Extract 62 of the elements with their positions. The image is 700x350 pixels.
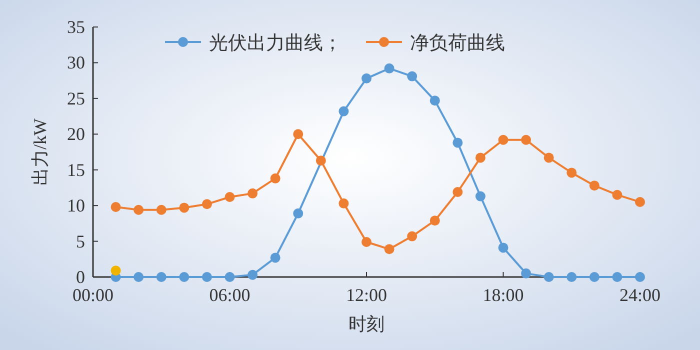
point (179, 202, 190, 213)
y-tick-label: 35 (67, 17, 85, 37)
point (384, 63, 394, 74)
point (156, 204, 166, 215)
point (430, 216, 440, 226)
point (202, 272, 212, 282)
y-axis-title: 出力/kW (30, 118, 50, 186)
point (362, 73, 372, 84)
point (179, 272, 190, 282)
point (544, 272, 554, 282)
point (498, 134, 508, 145)
point (270, 252, 280, 263)
point (475, 191, 486, 202)
point (293, 129, 304, 140)
point (293, 208, 304, 218)
point (407, 231, 418, 242)
legend-label: 光伏出力曲线； (209, 33, 342, 54)
y-tick-label: 25 (67, 88, 85, 108)
point (134, 272, 144, 282)
point (589, 180, 600, 191)
point (407, 71, 418, 82)
y-tick-label: 0 (76, 267, 85, 287)
point (270, 173, 280, 184)
y-tick-label: 15 (67, 160, 85, 180)
point (384, 244, 394, 254)
x-axis-title: 时刻 (348, 314, 384, 334)
point (452, 187, 463, 197)
y-tick-label: 20 (67, 124, 85, 144)
point (612, 190, 622, 200)
x-tick-label: 00:00 (72, 285, 114, 305)
point (635, 197, 645, 207)
x-tick-label: 18:00 (482, 285, 524, 305)
point (498, 242, 508, 253)
y-tick-label: 10 (67, 196, 85, 216)
point (521, 134, 532, 145)
y-tick-label: 30 (67, 52, 85, 73)
point (248, 188, 258, 198)
point (521, 268, 532, 278)
legend-label: 净负荷曲线 (410, 33, 505, 54)
point (202, 199, 212, 210)
point (248, 270, 258, 280)
x-tick-label: 24:00 (619, 285, 661, 305)
point (224, 192, 235, 202)
point (544, 152, 554, 163)
point (566, 272, 577, 282)
point (475, 152, 486, 163)
point (110, 202, 121, 212)
point (566, 168, 577, 178)
point (430, 96, 440, 106)
x-tick-label: 06:00 (209, 285, 250, 305)
point (612, 272, 622, 282)
point (134, 204, 144, 215)
point (362, 237, 372, 247)
point (316, 156, 326, 166)
point (452, 138, 463, 148)
y-tick-label: 5 (76, 231, 85, 252)
point (156, 272, 166, 282)
point (224, 272, 235, 282)
point (338, 198, 349, 208)
x-tick-label: 12:00 (346, 285, 388, 305)
point (589, 272, 600, 282)
point (338, 106, 349, 116)
